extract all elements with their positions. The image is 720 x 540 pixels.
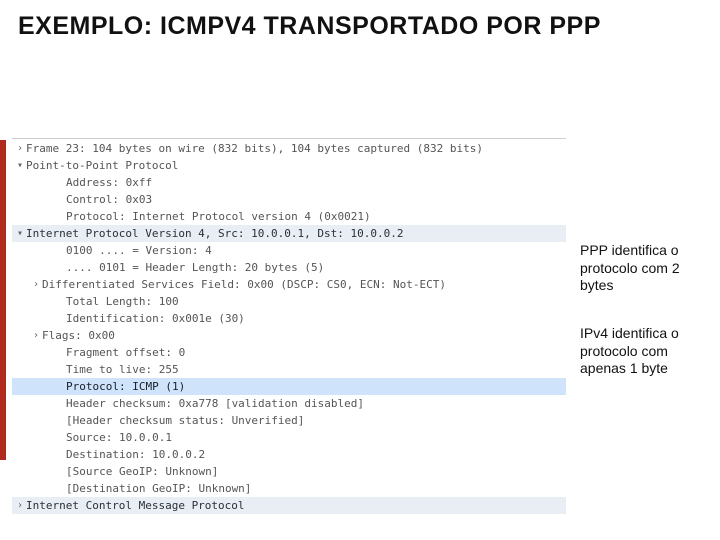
tree-row-text: Identification: 0x001e (30)	[66, 312, 245, 325]
tree-row[interactable]: ›Frame 23: 104 bytes on wire (832 bits),…	[12, 140, 566, 157]
tree-row-text: Point-to-Point Protocol	[26, 159, 178, 172]
tree-row-text: Protocol: Internet Protocol version 4 (0…	[66, 210, 371, 223]
tree-row-text: Flags: 0x00	[42, 329, 115, 342]
tree-row[interactable]: ›Internet Control Message Protocol	[12, 497, 566, 514]
tree-row-text: Address: 0xff	[66, 176, 152, 189]
tree-row-text: Source: 10.0.0.1	[66, 431, 172, 444]
tree-row-text: Differentiated Services Field: 0x00 (DSC…	[42, 278, 446, 291]
tree-row-text: Internet Protocol Version 4, Src: 10.0.0…	[26, 227, 404, 240]
tree-row-text: [Header checksum status: Unverified]	[66, 414, 304, 427]
tree-row[interactable]: [Source GeoIP: Unknown]	[12, 463, 566, 480]
expand-icon[interactable]: ›	[14, 500, 26, 511]
tree-row-text: Protocol: ICMP (1)	[66, 380, 185, 393]
collapse-icon[interactable]: ▾	[14, 228, 26, 239]
tree-row-text: Fragment offset: 0	[66, 346, 185, 359]
tree-row[interactable]: [Destination GeoIP: Unknown]	[12, 480, 566, 497]
tree-row-text: Frame 23: 104 bytes on wire (832 bits), …	[26, 142, 483, 155]
tree-row[interactable]: ▾Point-to-Point Protocol	[12, 157, 566, 174]
tree-row-text: Control: 0x03	[66, 193, 152, 206]
tree-row[interactable]: Protocol: Internet Protocol version 4 (0…	[12, 208, 566, 225]
slide-title: EXEMPLO: ICMPV4 TRANSPORTADO POR PPP	[18, 12, 702, 41]
tree-row[interactable]: .... 0101 = Header Length: 20 bytes (5)	[12, 259, 566, 276]
tree-row-text: Destination: 10.0.0.2	[66, 448, 205, 461]
tree-row-text: Internet Control Message Protocol	[26, 499, 245, 512]
tree-row[interactable]: Total Length: 100	[12, 293, 566, 310]
tree-row[interactable]: Destination: 10.0.0.2	[12, 446, 566, 463]
tree-row[interactable]: Time to live: 255	[12, 361, 566, 378]
tree-row-text: Time to live: 255	[66, 363, 179, 376]
tree-row[interactable]: [Header checksum status: Unverified]	[12, 412, 566, 429]
tree-row[interactable]: Address: 0xff	[12, 174, 566, 191]
tree-row-text: Header checksum: 0xa778 [validation disa…	[66, 397, 364, 410]
tree-row-text: Total Length: 100	[66, 295, 179, 308]
tree-row[interactable]: ▾Internet Protocol Version 4, Src: 10.0.…	[12, 225, 566, 242]
tree-row-text: .... 0101 = Header Length: 20 bytes (5)	[66, 261, 324, 274]
expand-icon[interactable]: ›	[30, 279, 42, 290]
tree-row-text: [Destination GeoIP: Unknown]	[66, 482, 251, 495]
tree-row[interactable]: Control: 0x03	[12, 191, 566, 208]
packet-details-tree: ›Frame 23: 104 bytes on wire (832 bits),…	[12, 140, 566, 520]
tree-row[interactable]: Source: 10.0.0.1	[12, 429, 566, 446]
panel-divider	[12, 138, 566, 139]
tree-row-text: [Source GeoIP: Unknown]	[66, 465, 218, 478]
accent-bar	[0, 140, 6, 460]
expand-icon[interactable]: ›	[30, 330, 42, 341]
tree-row[interactable]: ›Differentiated Services Field: 0x00 (DS…	[12, 276, 566, 293]
tree-row[interactable]: Header checksum: 0xa778 [validation disa…	[12, 395, 566, 412]
expand-icon[interactable]: ›	[14, 143, 26, 154]
tree-row[interactable]: 0100 .... = Version: 4	[12, 242, 566, 259]
tree-row[interactable]: Protocol: ICMP (1)	[12, 378, 566, 395]
tree-row[interactable]: ›Flags: 0x00	[12, 327, 566, 344]
collapse-icon[interactable]: ▾	[14, 160, 26, 171]
tree-row-text: 0100 .... = Version: 4	[66, 244, 212, 257]
tree-row[interactable]: Identification: 0x001e (30)	[12, 310, 566, 327]
annotation-ipv4: IPv4 identifica o protocolo com apenas 1…	[580, 325, 714, 378]
tree-row[interactable]: Fragment offset: 0	[12, 344, 566, 361]
annotation-ppp: PPP identifica o protocolo com 2 bytes	[580, 242, 708, 295]
